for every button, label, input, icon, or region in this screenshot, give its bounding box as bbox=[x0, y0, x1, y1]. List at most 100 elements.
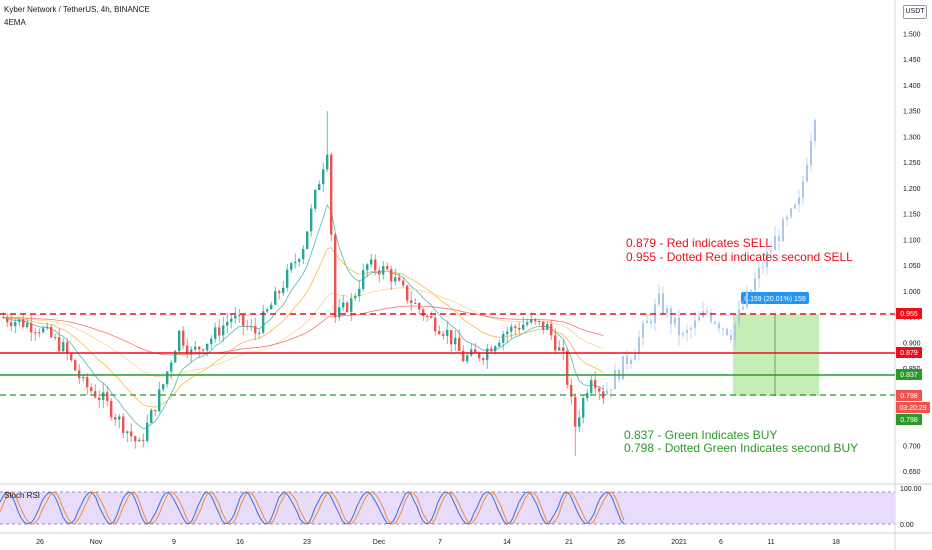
projection-candle bbox=[626, 356, 628, 365]
candle-up bbox=[498, 342, 501, 347]
price-tick-label: 1.100 bbox=[903, 237, 921, 244]
candle-up bbox=[366, 264, 369, 271]
candle-down bbox=[390, 269, 393, 282]
candle-up bbox=[118, 416, 121, 420]
projection-candle bbox=[762, 267, 764, 269]
candle-up bbox=[414, 303, 417, 305]
candle-down bbox=[442, 334, 445, 336]
candle-up bbox=[222, 325, 225, 336]
sell-annotation: 0.879 - Red indicates SELL bbox=[626, 236, 773, 250]
price-tick-label: 1.400 bbox=[903, 83, 921, 90]
projection-candle bbox=[802, 181, 804, 198]
candle-down bbox=[134, 436, 137, 442]
projection-candle bbox=[666, 308, 668, 314]
buy-annotation: 0.837 - Green Indicates BUY bbox=[624, 428, 778, 442]
candle-down bbox=[346, 302, 349, 312]
candle-down bbox=[70, 353, 73, 361]
time-tick-label: 21 bbox=[565, 539, 573, 546]
price-tag-second-sell: 0.955 bbox=[896, 308, 922, 319]
candle-down bbox=[462, 350, 465, 362]
projection-candle bbox=[734, 323, 736, 340]
svg-text:0.955: 0.955 bbox=[900, 311, 918, 318]
candle-up bbox=[382, 266, 385, 275]
rsi-label: Stoch RSI bbox=[4, 491, 41, 500]
rsi-level-0: 0.00 bbox=[900, 522, 914, 529]
candle-up bbox=[466, 355, 469, 362]
projection-candle bbox=[686, 329, 688, 334]
projection-candle bbox=[726, 328, 728, 336]
candle-up bbox=[214, 327, 217, 339]
price-tick-label: 1.500 bbox=[903, 31, 921, 38]
projection-candle bbox=[766, 251, 768, 268]
candle-up bbox=[342, 302, 345, 308]
candle-down bbox=[254, 326, 257, 334]
candle-up bbox=[238, 314, 241, 316]
candle-down bbox=[418, 303, 421, 310]
candle-down bbox=[478, 352, 481, 359]
candle-down bbox=[34, 332, 37, 334]
candle-down bbox=[482, 358, 485, 361]
time-tick-label: 11 bbox=[767, 539, 774, 546]
price-tick-label: 1.000 bbox=[903, 289, 921, 296]
candle-down bbox=[410, 300, 413, 304]
candle-down bbox=[114, 417, 117, 420]
candle-down bbox=[458, 337, 461, 351]
candle-down bbox=[110, 400, 113, 418]
time-tick-label: 6 bbox=[719, 539, 723, 546]
ema-line bbox=[3, 247, 604, 408]
candle-up bbox=[302, 248, 305, 260]
projection-candle bbox=[778, 236, 780, 242]
candle-down bbox=[514, 326, 517, 329]
candle-down bbox=[50, 326, 53, 338]
candle-up bbox=[494, 346, 497, 352]
candle-down bbox=[374, 259, 377, 271]
candle-down bbox=[98, 397, 101, 401]
projection-candle bbox=[678, 317, 680, 336]
candle-up bbox=[206, 343, 209, 351]
candle-down bbox=[154, 409, 157, 412]
candle-up bbox=[234, 315, 237, 319]
candle-down bbox=[218, 327, 221, 336]
time-tick-label: 9 bbox=[172, 539, 176, 546]
price-tick-label: 1.300 bbox=[903, 134, 921, 141]
projection-candle bbox=[610, 389, 612, 391]
candle-down bbox=[2, 317, 5, 319]
candle-down bbox=[278, 291, 281, 294]
position-target-zone[interactable] bbox=[733, 314, 819, 396]
projection-candle bbox=[738, 309, 740, 324]
candle-down bbox=[438, 331, 441, 335]
rsi-d-line bbox=[0, 491, 625, 525]
candle-down bbox=[474, 349, 477, 353]
candle-up bbox=[358, 288, 361, 297]
rsi-k-line bbox=[0, 491, 625, 525]
price-tag-last: 0.798 bbox=[896, 414, 922, 425]
projection-candle bbox=[750, 290, 752, 292]
candle-up bbox=[350, 298, 353, 312]
price-tag-sell: 0.879 bbox=[896, 347, 922, 358]
time-axis[interactable]: 26 Nov 9 16 23 Dec 7 14 21 26 2021 6 11 18 bbox=[36, 539, 840, 546]
candle-down bbox=[554, 335, 557, 351]
candle-up bbox=[306, 231, 309, 249]
candle-up bbox=[174, 351, 177, 363]
candle-up bbox=[522, 324, 525, 330]
price-tick-label: 1.200 bbox=[903, 186, 921, 193]
candle-up bbox=[230, 318, 233, 322]
candle-up bbox=[126, 431, 129, 433]
candle-down bbox=[58, 337, 61, 352]
time-tick-label: 14 bbox=[503, 539, 511, 546]
currency-button[interactable]: USDT bbox=[903, 5, 927, 19]
candle-up bbox=[262, 311, 265, 333]
position-label: 0.159 (20.01%) 159 bbox=[744, 296, 806, 303]
projection-candle bbox=[638, 337, 640, 354]
candle-down bbox=[386, 266, 389, 270]
projection-candle bbox=[634, 353, 636, 361]
projection-candle bbox=[630, 360, 632, 365]
candle-up bbox=[270, 304, 273, 310]
projection-candle bbox=[794, 204, 796, 209]
projection-candle bbox=[690, 328, 692, 330]
candle-down bbox=[550, 324, 553, 336]
candle-up bbox=[590, 380, 593, 394]
projection-candle bbox=[754, 278, 756, 291]
time-tick-label: Dec bbox=[373, 539, 386, 546]
